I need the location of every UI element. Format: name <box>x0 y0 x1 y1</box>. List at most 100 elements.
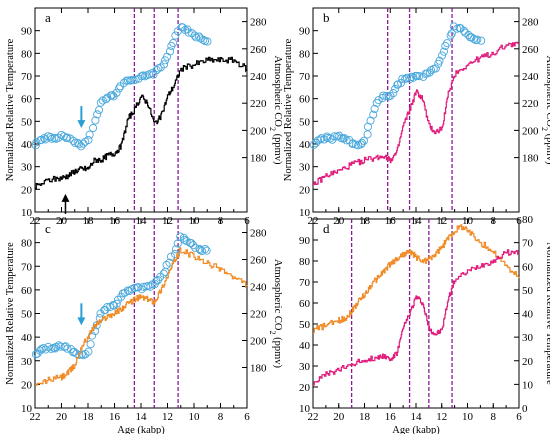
co2-data-point <box>435 56 444 65</box>
temperature-series-line <box>35 56 248 189</box>
co2-data-point <box>81 350 90 359</box>
right-y-tick-label: 180 <box>522 153 539 165</box>
co2-data-point <box>31 141 40 150</box>
co2-data-point <box>398 74 407 83</box>
co2-data-point <box>191 243 200 252</box>
right-y-tick-label: 0 <box>522 403 528 415</box>
co2-data-point <box>389 89 398 98</box>
left-y-tick-label: 90 <box>299 235 311 247</box>
right-y-tick-label: 40 <box>522 309 534 321</box>
right-y-tick-label: 240 <box>522 71 539 83</box>
co2-data-point <box>37 135 46 144</box>
co2-data-point <box>357 138 366 147</box>
co2-data-point <box>88 331 97 340</box>
co2-data-point <box>148 68 157 77</box>
left-y-tick-label: 20 <box>21 184 33 196</box>
right-y-tick-label: 240 <box>250 71 267 83</box>
left-y-axis-label: Normalized Relative Temperature <box>5 242 16 385</box>
x-tick-label: 14 <box>411 411 423 423</box>
left-y-tick-label: 40 <box>21 139 33 151</box>
co2-data-point <box>165 47 175 56</box>
panel-letter: b <box>323 10 330 25</box>
right-y-tick-label: 220 <box>250 309 267 321</box>
co2-data-point <box>137 285 146 294</box>
co2-data-point <box>443 39 452 48</box>
co2-data-point <box>446 31 455 40</box>
co2-data-point <box>40 134 49 143</box>
temperature-series-line <box>35 247 248 386</box>
co2-data-point <box>374 96 383 105</box>
right-y-tick-label: 20 <box>522 356 534 368</box>
co2-data-point <box>88 123 98 133</box>
plot-frame <box>34 7 248 213</box>
co2-data-point <box>178 23 187 32</box>
co2-data-point <box>50 133 59 143</box>
co2-data-point <box>171 31 180 40</box>
left-y-tick-label: 70 <box>299 71 311 83</box>
right-y-tick-label: 260 <box>250 255 267 267</box>
co2-data-point <box>370 104 379 114</box>
co2-data-point <box>159 60 169 69</box>
x-tick-label: 10 <box>189 411 201 423</box>
left-y-tick-label: 30 <box>21 356 33 368</box>
co2-label-unit: (ppmv) <box>544 131 550 165</box>
left-y-tick-label: 20 <box>299 184 311 196</box>
x-tick-label: 22 <box>30 411 41 423</box>
arrow-head <box>77 120 86 129</box>
co2-label-unit: (ppmv) <box>272 131 283 165</box>
panel-c: 22 20 18 16 14 12 10 8 6102030405060708018020022… <box>5 218 283 434</box>
panel-letter: a <box>45 10 51 25</box>
co2-label-subscript: 2 <box>269 330 278 334</box>
co2-data-point <box>139 71 148 80</box>
co2-data-point <box>108 91 117 100</box>
co2-data-point <box>187 239 196 248</box>
co2-data-point <box>162 260 171 269</box>
co2-data-point <box>438 51 447 60</box>
left-y-tick-label: 10 <box>21 403 33 415</box>
co2-data-point <box>46 132 55 142</box>
arrow-head <box>61 193 70 202</box>
left-y-tick-label: 40 <box>299 340 311 352</box>
left-y-tick-label: 70 <box>21 71 33 83</box>
co2-data-point <box>41 345 50 354</box>
co2-data-point <box>54 133 63 142</box>
x-tick-label: 6 <box>244 411 250 423</box>
left-y-tick-label: 20 <box>299 382 311 394</box>
left-y-tick-label: 80 <box>299 48 311 60</box>
co2-label-main: Atmospheric CO <box>272 56 283 128</box>
co2-data-point <box>166 252 176 261</box>
x-tick-label: 12 <box>436 411 447 423</box>
left-y-tick-label: 40 <box>299 139 311 151</box>
right-y-tick-label: 240 <box>250 282 267 294</box>
left-y-tick-label: 60 <box>299 94 311 106</box>
right-y-tick-label: 50 <box>522 285 534 297</box>
x-tick-label: 18 <box>83 411 95 423</box>
co2-data-point <box>195 244 204 253</box>
left-y-tick-label: 60 <box>299 298 311 310</box>
panel-a: 2220181614121086102030405060708090180200… <box>5 7 283 227</box>
x-tick-label: 16 <box>109 411 121 423</box>
panel-letter: c <box>45 221 51 236</box>
co2-data-point <box>359 136 368 145</box>
co2-data-point <box>86 340 95 349</box>
co2-label-subscript: 2 <box>541 127 550 131</box>
panel-b: 2220181614121086102030405060708090180200… <box>283 7 550 227</box>
left-y-tick-label: 80 <box>21 48 33 60</box>
right-y-tick-label: 200 <box>250 336 267 348</box>
co2-label-main: Atmospheric CO <box>544 56 550 128</box>
left-y-axis-label: Normalized Relative Temperature <box>5 38 16 181</box>
co2-data-point <box>477 36 486 45</box>
co2-data-point <box>173 239 182 248</box>
left-y-tick-label: 50 <box>299 116 311 128</box>
right-y-tick-label: 80 <box>522 214 534 226</box>
co2-data-point <box>203 37 212 46</box>
left-y-tick-label: 50 <box>21 309 33 321</box>
x-tick-label: 20 <box>56 411 68 423</box>
co2-data-point <box>391 84 400 93</box>
co2-data-point <box>467 33 476 42</box>
co2-data-point <box>114 84 124 93</box>
right-y-tick-label: 260 <box>250 44 267 56</box>
co2-data-point <box>93 110 102 119</box>
